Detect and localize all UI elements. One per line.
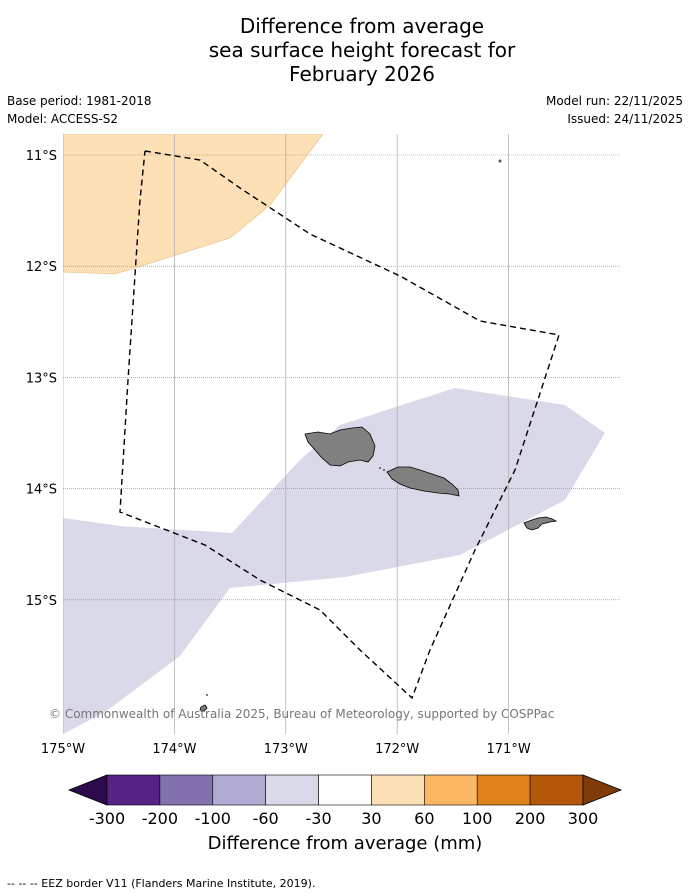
- eez-footnote: -- -- -- EEZ border V11 (Flanders Marine…: [7, 877, 316, 890]
- eez-border: [119, 150, 560, 700]
- issued-label: Issued: 24/11/2025: [567, 112, 683, 126]
- colorbar-label: Difference from average (mm): [207, 833, 483, 854]
- lon-tick-label: 171°W: [487, 742, 531, 757]
- colorbar-tick-label: -300: [89, 809, 125, 828]
- model-run-label: Model run: 22/11/2025: [545, 94, 683, 108]
- lat-tick-label: 13°S: [26, 371, 57, 386]
- colorbar-tick-label: -60: [253, 809, 279, 828]
- title-line-2: sea surface height forecast for: [208, 38, 516, 62]
- copyright-text: © Commonwealth of Australia 2025, Bureau…: [49, 707, 554, 721]
- colorbar-under-arrow: [67, 774, 108, 806]
- colorbar-tick-label: 200: [515, 809, 546, 828]
- colorbar-segment: [529, 774, 584, 806]
- lat-tick-label: 11°S: [26, 149, 57, 164]
- island-tutuila: [523, 516, 558, 531]
- colorbar-tick-label: 30: [361, 809, 381, 828]
- colorbar-segment: [371, 774, 425, 806]
- islet-1: [206, 694, 208, 696]
- lat-tick-label: 14°S: [26, 483, 57, 498]
- colorbar-over-arrow: [582, 774, 623, 806]
- lon-tick-label: 173°W: [264, 742, 308, 757]
- colorbar-tick-label: 60: [414, 809, 434, 828]
- chart-title: Difference from average sea surface heig…: [0, 14, 690, 86]
- axis-labels: 11°S 12°S 13°S 14°S 15°S 175°W 174°W 173°W 172°W…: [26, 149, 531, 757]
- colorbar-segment: [476, 774, 531, 806]
- colorbar-tick-label: -100: [195, 809, 231, 828]
- model-label: Model: ACCESS-S2: [7, 112, 119, 126]
- graticule: [63, 134, 620, 734]
- colorbar-tick-label: -30: [305, 809, 331, 828]
- island-swains: [498, 159, 502, 163]
- lon-tick-label: 175°W: [41, 742, 85, 757]
- colorbar-tick-label: -200: [142, 809, 178, 828]
- colorbar-segment: [265, 774, 319, 806]
- colorbar-tick-label: 300: [568, 809, 599, 828]
- colorbar-segment: [106, 774, 161, 806]
- colorbar-segment: [212, 774, 266, 806]
- island-niuafoou: [199, 704, 208, 712]
- anomaly-region-negative: [63, 388, 605, 734]
- title-line-3: February 2026: [289, 62, 435, 86]
- lon-tick-label: 174°W: [152, 742, 196, 757]
- island-upolu: [386, 466, 460, 497]
- islet-2: [379, 467, 381, 469]
- colorbar-segment: [159, 774, 214, 806]
- lat-tick-label: 12°S: [26, 260, 57, 275]
- island-savaii: [304, 426, 376, 467]
- colorbar-segment: [424, 774, 478, 806]
- colorbar-segment: [318, 774, 372, 806]
- title-line-1: Difference from average: [239, 14, 485, 38]
- lon-tick-label: 172°W: [375, 742, 419, 757]
- colorbar: -300 -200 -100 -60 -30 30 60 100 200 300: [67, 774, 623, 828]
- base-period-label: Base period: 1981-2018: [7, 94, 152, 108]
- anomaly-region-positive: [63, 134, 324, 275]
- lat-tick-label: 15°S: [26, 594, 57, 609]
- colorbar-tick-label: 100: [462, 809, 493, 828]
- islet-3: [383, 469, 385, 471]
- map-content: [63, 134, 620, 734]
